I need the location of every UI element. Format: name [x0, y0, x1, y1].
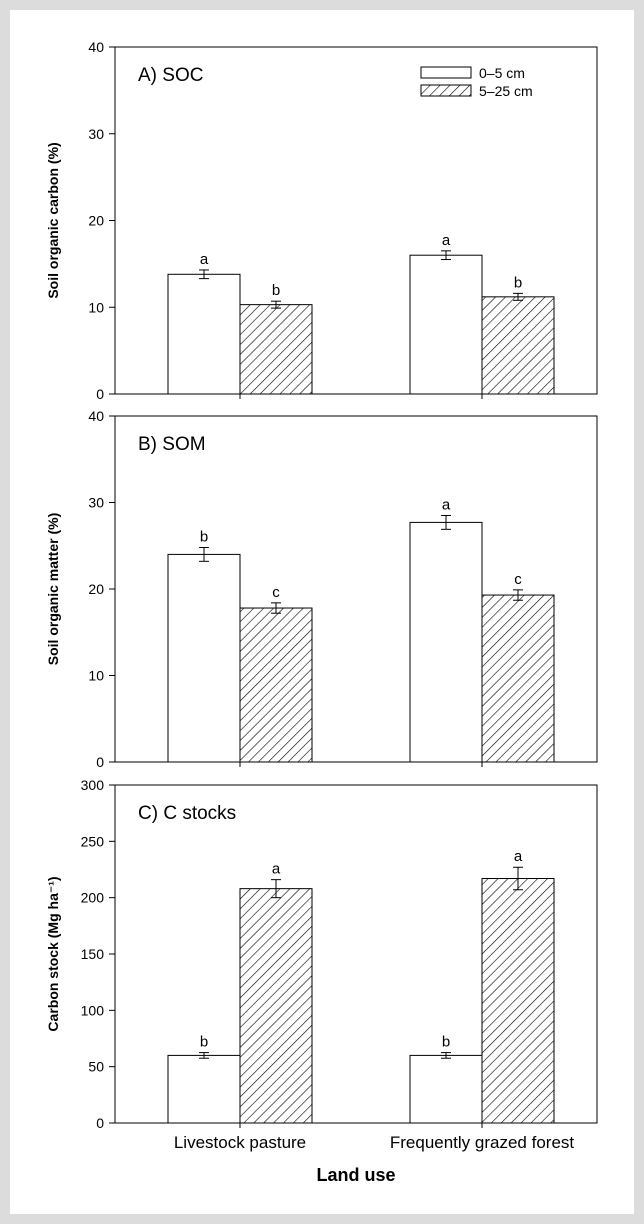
- bar-surface-1: [167, 273, 241, 395]
- bar-subsurface-1: [239, 304, 313, 395]
- significance-letter: a: [442, 232, 451, 249]
- y-tick-label: 0: [96, 386, 104, 402]
- panel-label: C) C stocks: [138, 803, 236, 824]
- y-tick-label: 150: [81, 946, 105, 962]
- bar-subsurface-2: [481, 296, 555, 395]
- significance-letter: a: [514, 848, 523, 865]
- bar-subsurface-2: [481, 594, 555, 763]
- y-tick-label: 20: [88, 213, 104, 229]
- y-tick-label: 20: [88, 581, 104, 597]
- chart-panel-3: 0 50 100 150 200 250 300 Carbon stock (Mg ha⁻¹)…: [45, 777, 598, 1185]
- significance-letter: c: [272, 584, 280, 601]
- y-tick-label: 30: [88, 495, 104, 511]
- chart-canvas: 0 10 20 30 40 Soil organic carbon (%) A) SOC a a…: [45, 39, 598, 1185]
- y-tick-label: 0: [96, 754, 104, 770]
- y-axis-label: Soil organic carbon (%): [45, 142, 61, 298]
- chart-panel-1: 0 10 20 30 40 Soil organic carbon (%) A) SOC a a…: [45, 39, 598, 402]
- significance-letter: b: [272, 282, 280, 299]
- y-tick-label: 50: [88, 1059, 104, 1075]
- y-tick-label: 10: [88, 668, 104, 684]
- bar-subsurface-1: [239, 607, 313, 763]
- bar-subsurface-1: [239, 888, 313, 1124]
- significance-letter: c: [514, 571, 522, 588]
- significance-letter: a: [442, 496, 451, 513]
- significance-letter: b: [200, 528, 208, 545]
- y-tick-label: 300: [81, 777, 105, 793]
- significance-letter: a: [272, 861, 281, 878]
- bar-surface-1: [167, 553, 241, 763]
- category-label-2: Frequently grazed forest: [390, 1133, 575, 1152]
- legend-label-2: 5–25 cm: [479, 83, 533, 99]
- bar-surface-2: [409, 521, 483, 763]
- y-tick-label: 40: [88, 408, 104, 424]
- bar-subsurface-2: [481, 878, 555, 1124]
- legend: 0–5 cm 5–25 cm: [420, 65, 533, 99]
- legend-swatch-1: [420, 66, 472, 79]
- legend-label-1: 0–5 cm: [479, 65, 525, 81]
- y-tick-label: 30: [88, 126, 104, 142]
- x-axis-label: Land use: [316, 1165, 395, 1185]
- significance-letter: b: [442, 1034, 450, 1051]
- significance-letter: b: [200, 1034, 208, 1051]
- significance-letter: a: [200, 251, 209, 268]
- category-label-1: Livestock pasture: [174, 1133, 306, 1152]
- y-tick-label: 100: [81, 1002, 105, 1018]
- chart-panel-2: 0 10 20 30 40 Soil organic matter (%) B) SOM b a…: [45, 408, 598, 770]
- panel-label: A) SOC: [138, 65, 203, 86]
- y-tick-label: 40: [88, 39, 104, 55]
- panel-label: B) SOM: [138, 434, 206, 455]
- y-tick-label: 250: [81, 833, 105, 849]
- bar-surface-2: [409, 254, 483, 395]
- bar-surface-2: [409, 1054, 483, 1124]
- figure: 0 10 20 30 40 Soil organic carbon (%) A) SOC a a…: [10, 10, 634, 1214]
- significance-letter: b: [514, 274, 522, 291]
- y-axis-label: Soil organic matter (%): [45, 513, 61, 665]
- y-axis-label: Carbon stock (Mg ha⁻¹): [45, 876, 61, 1031]
- legend-swatch-2: [420, 84, 472, 97]
- bar-surface-1: [167, 1054, 241, 1124]
- y-tick-label: 10: [88, 299, 104, 315]
- y-tick-label: 0: [96, 1115, 104, 1131]
- y-tick-label: 200: [81, 890, 105, 906]
